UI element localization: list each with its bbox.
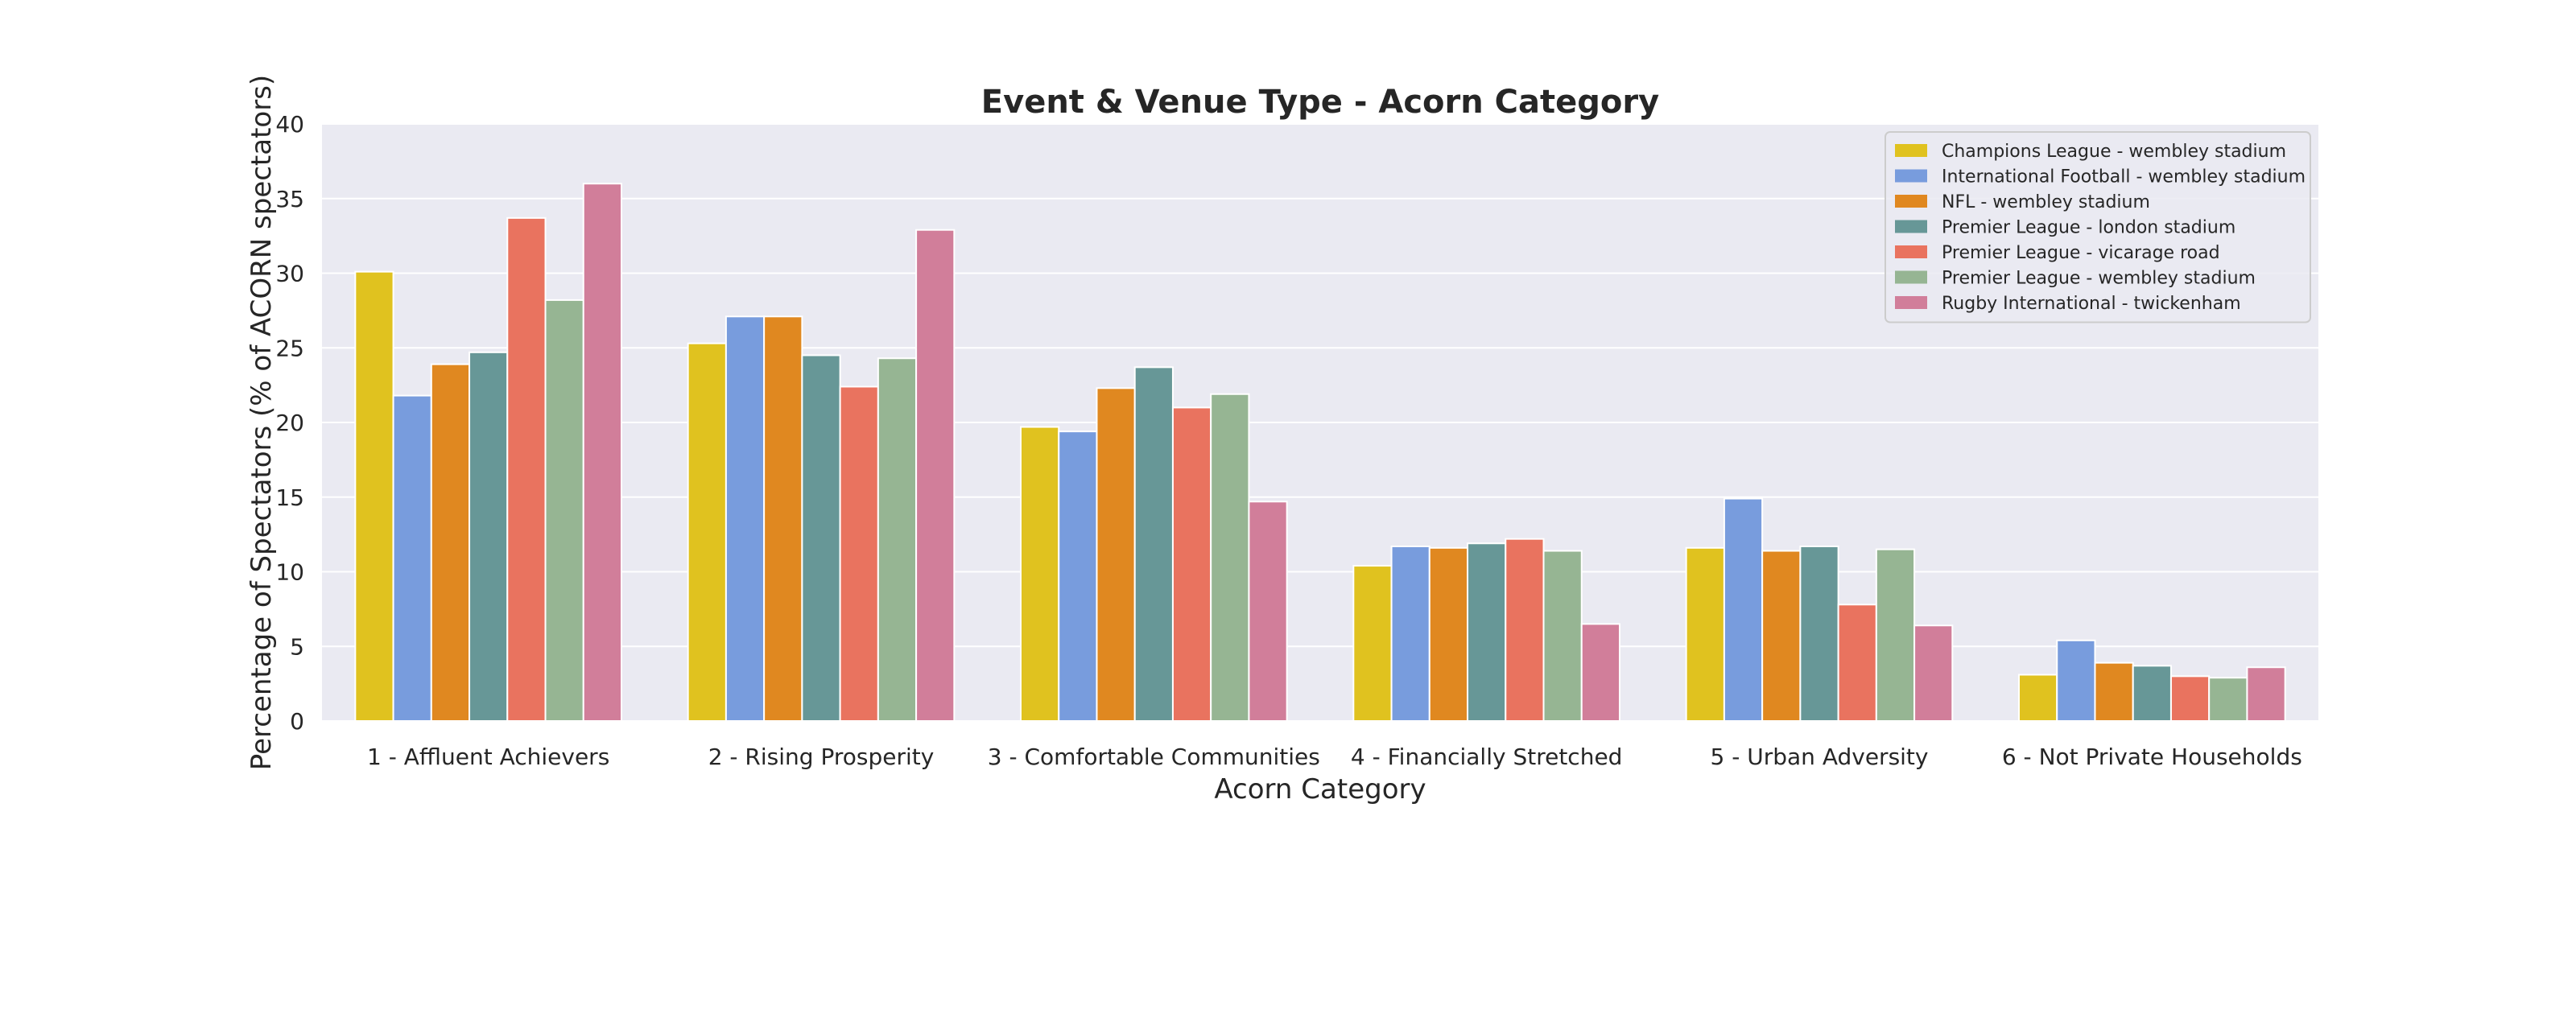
bar <box>2132 665 2172 722</box>
legend-swatch <box>1895 270 1927 284</box>
x-axis-label: Acorn Category <box>1214 773 1426 805</box>
y-tick-label: 35 <box>275 186 304 212</box>
bar <box>2246 666 2286 722</box>
bar <box>1058 431 1098 722</box>
bar <box>469 351 509 722</box>
legend-swatch <box>1895 195 1927 208</box>
legend-entry: NFL - wembley stadium <box>1942 192 2150 212</box>
bar <box>2208 677 2248 723</box>
bar <box>877 357 918 722</box>
bar <box>1390 545 1430 723</box>
bar <box>1020 426 1060 722</box>
bar <box>1685 546 1725 722</box>
bar <box>1913 624 1954 723</box>
bar <box>392 394 432 722</box>
bar <box>354 270 394 722</box>
legend-entry: Premier League - vicarage road <box>1942 243 2220 263</box>
bar <box>915 229 956 722</box>
bar <box>2018 674 2058 722</box>
bar <box>1428 546 1469 722</box>
y-tick-label: 15 <box>275 484 304 511</box>
bar <box>1837 604 1877 722</box>
bar <box>1505 538 1545 722</box>
bar <box>1248 501 1288 722</box>
x-tick-label: 1 - Affluent Achievers <box>367 744 609 770</box>
y-tick-label: 10 <box>275 559 304 586</box>
y-tick-label: 0 <box>290 708 304 735</box>
bar <box>506 216 547 722</box>
legend-swatch <box>1895 245 1927 258</box>
legend-entry: Premier League - london stadium <box>1942 218 2235 238</box>
y-tick-label: 30 <box>275 261 304 287</box>
y-axis-label: Percentage of Spectators (% of ACORN spe… <box>246 75 278 770</box>
bar <box>687 342 727 722</box>
bar <box>724 315 766 722</box>
y-axis-ticks: 0 5 10 15 20 25 30 35 40 <box>275 111 304 735</box>
bar <box>2056 639 2096 723</box>
bars <box>354 183 2286 723</box>
x-tick-label: 4 - Financially Stretched <box>1351 744 1623 770</box>
bar <box>1352 565 1393 723</box>
y-tick-label: 20 <box>275 410 304 436</box>
bar <box>1875 548 1916 722</box>
bar <box>839 385 879 722</box>
bar <box>1467 542 1507 722</box>
y-tick-label: 25 <box>275 335 304 361</box>
bar <box>2094 661 2134 723</box>
legend-entry: Premier League - wembley stadium <box>1942 269 2256 289</box>
bar <box>1171 406 1212 722</box>
legend: Champions League - wembley stadium Intern… <box>1885 131 2311 323</box>
legend-box <box>1885 131 2311 323</box>
x-axis-ticks: 1 - Affluent Achievers 2 - Rising Prosper… <box>367 744 2302 770</box>
bar <box>430 363 471 722</box>
legend-swatch <box>1895 144 1927 157</box>
bar <box>1133 366 1174 722</box>
legend-entry: International Football - wembley stadium <box>1942 167 2306 187</box>
legend-swatch <box>1895 169 1927 183</box>
y-tick-label: 5 <box>290 633 304 660</box>
chart-title: Event & Venue Type - Acorn Category <box>981 84 1659 121</box>
legend-entry: Rugby International - twickenham <box>1942 294 2241 314</box>
bar <box>1761 550 1802 723</box>
legend-swatch <box>1895 220 1927 233</box>
x-tick-label: 5 - Urban Adversity <box>1711 744 1929 770</box>
bar <box>1542 550 1583 723</box>
x-tick-label: 2 - Rising Prosperity <box>708 744 935 770</box>
bar <box>763 315 803 722</box>
bar <box>582 183 622 722</box>
x-tick-label: 3 - Comfortable Communities <box>988 744 1320 770</box>
y-tick-label: 40 <box>275 111 304 138</box>
bar <box>544 299 584 722</box>
bar <box>1723 497 1764 722</box>
legend-swatch <box>1895 296 1927 309</box>
bar <box>801 354 841 722</box>
bar <box>1096 387 1136 722</box>
bar <box>1799 545 1839 723</box>
bar <box>1210 393 1250 722</box>
legend-entry: Champions League - wembley stadium <box>1942 142 2286 162</box>
bar <box>1580 623 1621 722</box>
x-tick-label: 6 - Not Private Households <box>2002 744 2302 770</box>
bar <box>2169 675 2211 722</box>
